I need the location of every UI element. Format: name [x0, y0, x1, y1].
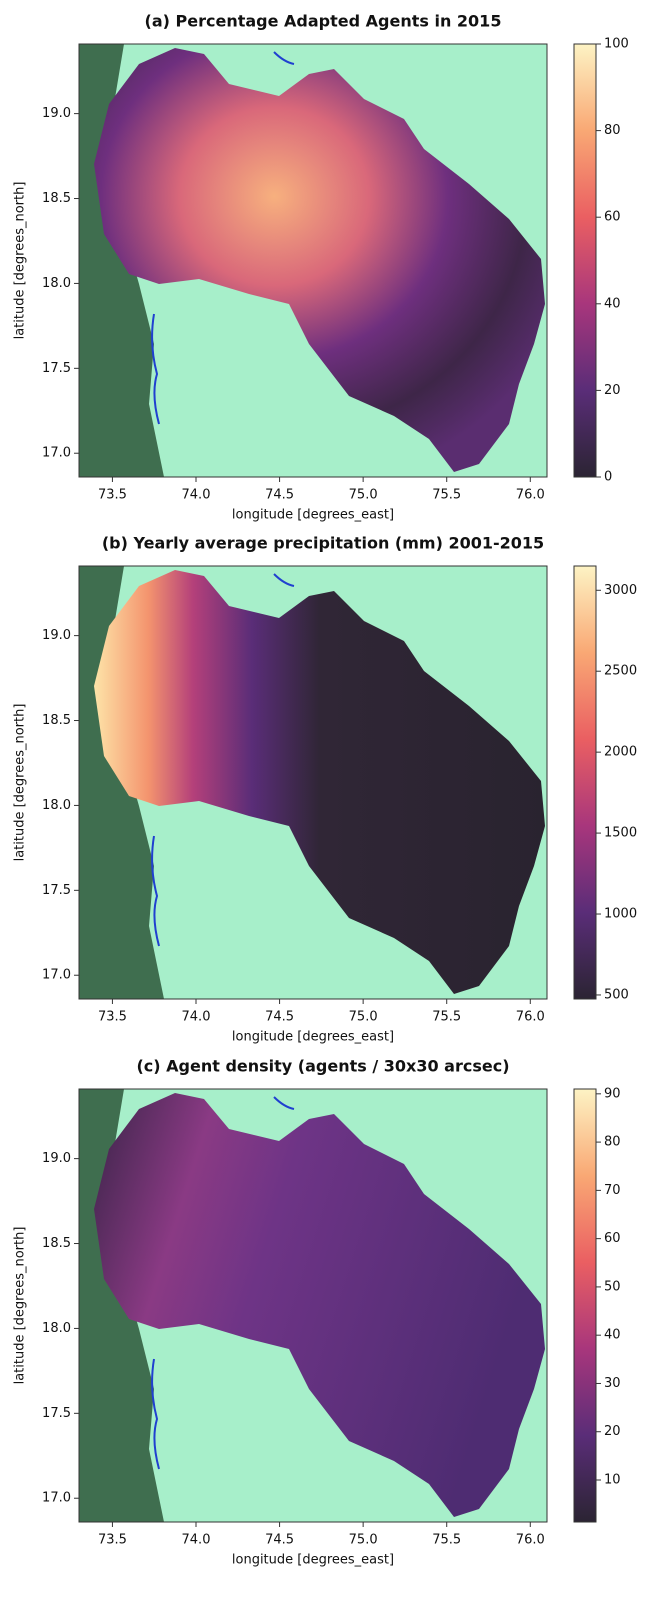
x-tick-label: 75.5	[432, 488, 461, 503]
colorbar-tick-label: 20	[604, 1424, 621, 1439]
y-tick-label: 19.0	[42, 106, 71, 121]
x-tick-label: 73.5	[98, 1010, 127, 1025]
y-tick-label: 17.0	[42, 446, 71, 461]
y-tick-label: 18.0	[42, 1321, 71, 1336]
x-tick-label: 74.5	[265, 1533, 294, 1548]
colorbar-tick-label: 0	[604, 470, 612, 485]
colorbar	[574, 566, 596, 999]
x-tick-label: 74.0	[182, 1533, 211, 1548]
y-tick-label: 18.5	[42, 1236, 71, 1251]
y-tick-label: 18.5	[42, 191, 71, 206]
map-image	[79, 44, 547, 477]
x-axis-label: longitude [degrees_east]	[232, 508, 394, 523]
map-image	[79, 1089, 547, 1522]
x-tick-label: 76.0	[516, 1533, 545, 1548]
colorbar-tick-label: 40	[604, 1328, 621, 1343]
x-tick-label: 76.0	[516, 1010, 545, 1025]
colorbar-tick-label: 10	[604, 1473, 621, 1488]
colorbar	[574, 1089, 596, 1522]
x-tick-label: 75.5	[432, 1533, 461, 1548]
x-tick-label: 73.5	[98, 1533, 127, 1548]
y-tick-label: 19.0	[42, 1151, 71, 1166]
y-tick-label: 19.0	[42, 628, 71, 643]
y-tick-label: 17.0	[42, 968, 71, 983]
y-tick-label: 17.5	[42, 1406, 71, 1421]
y-tick-label: 17.5	[42, 361, 71, 376]
x-tick-label: 74.5	[265, 1010, 294, 1025]
x-tick-label: 73.5	[98, 488, 127, 503]
x-axis-label: longitude [degrees_east]	[232, 1553, 394, 1568]
colorbar-tick-label: 70	[604, 1183, 621, 1198]
y-tick-label: 18.0	[42, 276, 71, 291]
colorbar-tick-label: 2000	[604, 745, 637, 760]
map-image	[79, 566, 547, 999]
y-axis-label: latitude [degrees_north]	[13, 182, 28, 340]
colorbar-tick-label: 3000	[604, 583, 637, 598]
x-axis-label: longitude [degrees_east]	[232, 1030, 394, 1045]
colorbar-tick-label: 20	[604, 383, 621, 398]
figure: (a) Percentage Adapted Agents in 2015 73.…	[0, 0, 659, 1601]
colorbar-tick-label: 1000	[604, 907, 637, 922]
y-tick-label: 17.5	[42, 883, 71, 898]
x-tick-label: 75.0	[349, 1010, 378, 1025]
colorbar	[574, 44, 596, 477]
colorbar-tick-label: 100	[604, 37, 629, 52]
colorbar-tick-label: 50	[604, 1279, 621, 1294]
chart-title: (b) Yearly average precipitation (mm) 20…	[102, 534, 544, 553]
colorbar-tick-label: 1500	[604, 826, 637, 841]
colorbar-tick-label: 500	[604, 987, 629, 1002]
x-tick-label: 76.0	[516, 488, 545, 503]
y-tick-label: 17.0	[42, 1491, 71, 1506]
colorbar-tick-label: 90	[604, 1086, 621, 1101]
colorbar-tick-label: 60	[604, 210, 621, 225]
x-tick-label: 75.0	[349, 488, 378, 503]
x-tick-label: 75.5	[432, 1010, 461, 1025]
y-tick-label: 18.5	[42, 713, 71, 728]
y-axis-label: latitude [degrees_north]	[13, 1227, 28, 1385]
chart-title: (a) Percentage Adapted Agents in 2015	[145, 12, 502, 31]
x-tick-label: 75.0	[349, 1533, 378, 1548]
colorbar-tick-label: 60	[604, 1231, 621, 1246]
colorbar-tick-label: 40	[604, 296, 621, 311]
colorbar-tick-label: 30	[604, 1376, 621, 1391]
colorbar-tick-label: 2500	[604, 664, 637, 679]
colorbar-tick-label: 80	[604, 1135, 621, 1150]
colorbar-tick-label: 80	[604, 123, 621, 138]
x-tick-label: 74.0	[182, 1010, 211, 1025]
x-tick-label: 74.5	[265, 488, 294, 503]
chart-title: (c) Agent density (agents / 30x30 arcsec…	[136, 1057, 509, 1076]
x-tick-label: 74.0	[182, 488, 211, 503]
y-axis-label: latitude [degrees_north]	[13, 704, 28, 862]
y-tick-label: 18.0	[42, 798, 71, 813]
